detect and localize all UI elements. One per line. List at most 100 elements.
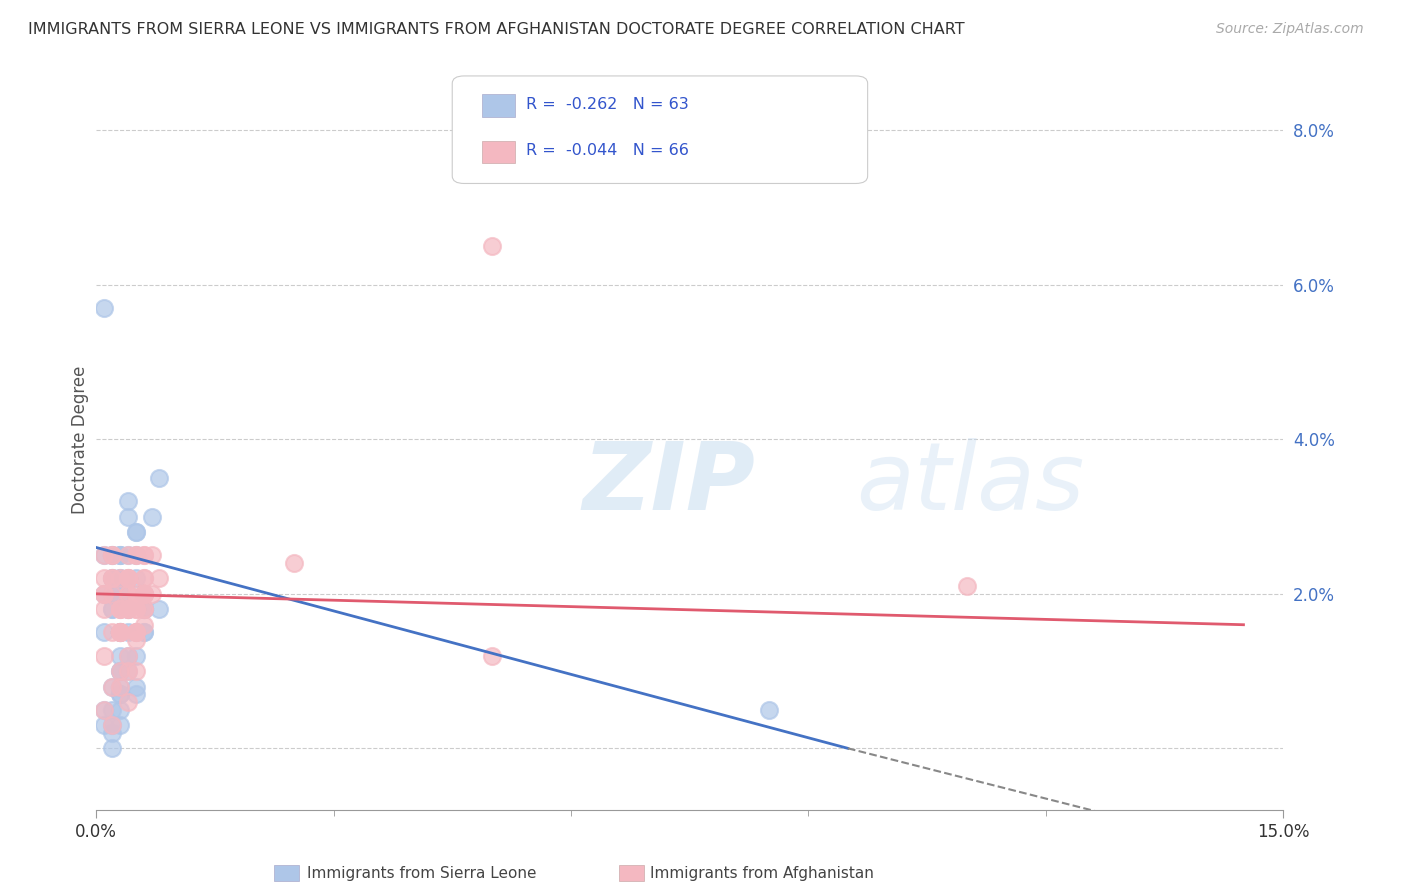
Point [117, 602, 139, 616]
Point [132, 587, 155, 601]
Point [117, 664, 139, 678]
Point [93, 625, 115, 640]
Point [93, 587, 115, 601]
Point [117, 571, 139, 585]
Text: atlas: atlas [856, 438, 1084, 529]
Point [132, 602, 155, 616]
FancyBboxPatch shape [482, 95, 515, 117]
Point [125, 548, 148, 562]
Point [125, 602, 148, 616]
Point [125, 571, 148, 585]
Point [101, 587, 124, 601]
Point [108, 602, 131, 616]
Point [132, 587, 155, 601]
Text: R =  -0.262   N = 63: R = -0.262 N = 63 [526, 96, 689, 112]
Point [101, 741, 124, 756]
Point [108, 648, 131, 663]
Point [125, 625, 148, 640]
Point [93, 301, 115, 315]
Point [283, 556, 305, 570]
Point [141, 587, 163, 601]
Point [108, 625, 131, 640]
Y-axis label: Doctorate Degree: Doctorate Degree [72, 365, 89, 514]
Point [108, 587, 131, 601]
Point [108, 548, 131, 562]
Point [132, 571, 155, 585]
Point [125, 625, 148, 640]
Point [101, 680, 124, 694]
Point [117, 571, 139, 585]
Point [117, 548, 139, 562]
Point [117, 571, 139, 585]
Point [132, 602, 155, 616]
Point [148, 602, 170, 616]
Point [108, 571, 131, 585]
Point [108, 625, 131, 640]
Point [132, 548, 155, 562]
Point [125, 648, 148, 663]
Point [117, 602, 139, 616]
Point [132, 625, 155, 640]
Point [758, 703, 780, 717]
Point [132, 602, 155, 616]
Point [117, 625, 139, 640]
Point [125, 687, 148, 701]
Point [125, 680, 148, 694]
Point [132, 602, 155, 616]
Point [125, 587, 148, 601]
Point [101, 571, 124, 585]
Point [117, 648, 139, 663]
Point [148, 571, 170, 585]
Point [108, 687, 131, 701]
Point [93, 718, 115, 732]
Point [117, 494, 139, 508]
Point [108, 625, 131, 640]
Point [132, 548, 155, 562]
Point [117, 587, 139, 601]
Point [108, 625, 131, 640]
FancyBboxPatch shape [453, 76, 868, 184]
Point [141, 548, 163, 562]
Point [101, 548, 124, 562]
Point [93, 703, 115, 717]
Point [101, 726, 124, 740]
Point [132, 602, 155, 616]
Point [141, 509, 163, 524]
Point [481, 648, 503, 663]
Point [101, 602, 124, 616]
Point [117, 509, 139, 524]
Point [101, 718, 124, 732]
Point [117, 571, 139, 585]
Point [108, 602, 131, 616]
Point [148, 471, 170, 485]
Point [132, 617, 155, 632]
Point [93, 587, 115, 601]
Point [117, 602, 139, 616]
Point [125, 602, 148, 616]
Point [108, 718, 131, 732]
Point [93, 703, 115, 717]
Point [93, 548, 115, 562]
Point [108, 625, 131, 640]
Point [93, 587, 115, 601]
Point [117, 695, 139, 709]
Point [132, 587, 155, 601]
Text: ZIP: ZIP [583, 438, 755, 530]
Point [101, 571, 124, 585]
Point [108, 687, 131, 701]
Point [108, 571, 131, 585]
Point [101, 703, 124, 717]
Text: R =  -0.044   N = 66: R = -0.044 N = 66 [526, 144, 689, 159]
Point [125, 633, 148, 648]
Point [108, 625, 131, 640]
Point [117, 602, 139, 616]
Point [101, 571, 124, 585]
Point [101, 548, 124, 562]
Point [125, 524, 148, 539]
Point [101, 718, 124, 732]
Point [117, 587, 139, 601]
Point [125, 548, 148, 562]
Point [101, 587, 124, 601]
Text: Source: ZipAtlas.com: Source: ZipAtlas.com [1216, 22, 1364, 37]
Point [93, 648, 115, 663]
